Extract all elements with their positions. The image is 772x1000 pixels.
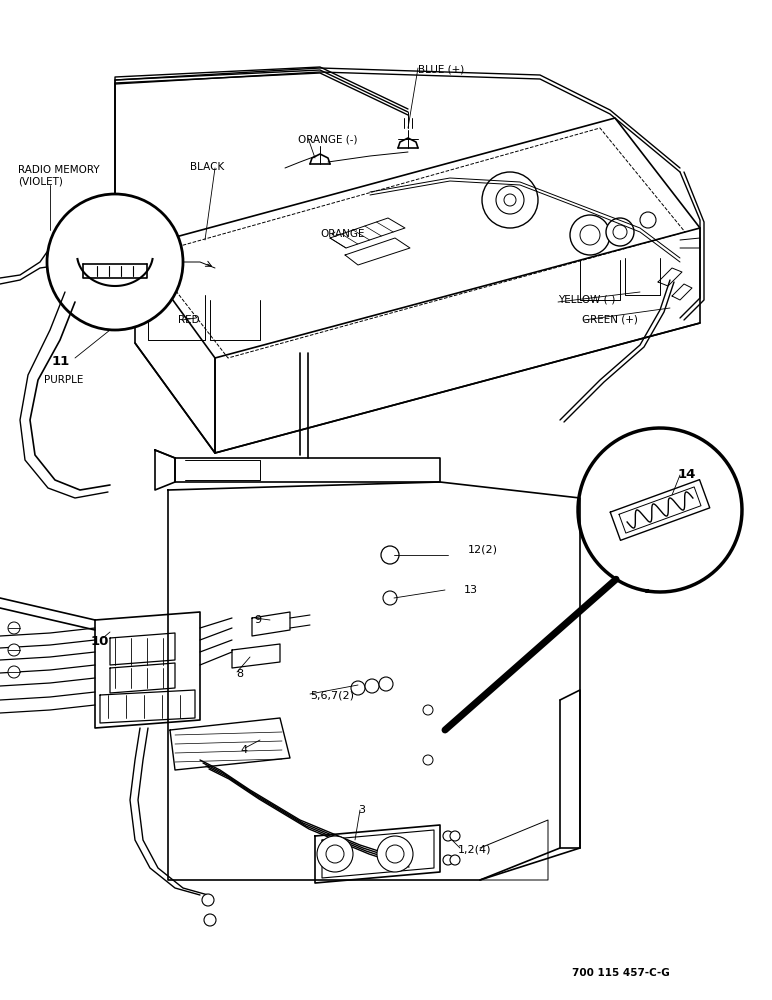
- Text: 13: 13: [464, 585, 478, 595]
- Text: RED: RED: [178, 315, 200, 325]
- Text: 1,2(4): 1,2(4): [458, 845, 492, 855]
- Circle shape: [326, 845, 344, 863]
- Circle shape: [570, 215, 610, 255]
- Text: 10: 10: [91, 635, 110, 648]
- Circle shape: [383, 591, 397, 605]
- Circle shape: [8, 622, 20, 634]
- Circle shape: [504, 194, 516, 206]
- Text: PURPLE: PURPLE: [44, 375, 83, 385]
- Circle shape: [8, 644, 20, 656]
- Text: GREEN (+): GREEN (+): [582, 315, 638, 325]
- Circle shape: [606, 218, 634, 246]
- Circle shape: [580, 225, 600, 245]
- Text: BLACK: BLACK: [190, 162, 224, 172]
- Circle shape: [613, 225, 627, 239]
- Circle shape: [640, 212, 656, 228]
- Circle shape: [381, 546, 399, 564]
- Circle shape: [377, 836, 413, 872]
- Circle shape: [386, 845, 404, 863]
- Text: 700 115 457-C-G: 700 115 457-C-G: [572, 968, 670, 978]
- Text: 5,6,7(2): 5,6,7(2): [310, 691, 354, 701]
- Text: 4: 4: [240, 745, 247, 755]
- Circle shape: [450, 855, 460, 865]
- Circle shape: [47, 194, 183, 330]
- Text: 14: 14: [678, 468, 696, 481]
- Text: 3: 3: [358, 805, 365, 815]
- Circle shape: [351, 681, 365, 695]
- Circle shape: [496, 186, 524, 214]
- Text: RADIO MEMORY
(VIOLET): RADIO MEMORY (VIOLET): [18, 165, 100, 187]
- Circle shape: [365, 679, 379, 693]
- Circle shape: [450, 831, 460, 841]
- Circle shape: [443, 855, 453, 865]
- Circle shape: [423, 705, 433, 715]
- Text: 12(2): 12(2): [468, 545, 498, 555]
- Circle shape: [204, 914, 216, 926]
- Text: 8: 8: [236, 669, 243, 679]
- Circle shape: [8, 666, 20, 678]
- Circle shape: [443, 831, 453, 841]
- Circle shape: [482, 172, 538, 228]
- Circle shape: [202, 894, 214, 906]
- Text: ORANGE: ORANGE: [320, 229, 364, 239]
- Circle shape: [423, 755, 433, 765]
- Text: YELLOW (-): YELLOW (-): [558, 295, 615, 305]
- Circle shape: [379, 677, 393, 691]
- Text: 9: 9: [254, 615, 261, 625]
- Text: BLUE (+): BLUE (+): [418, 65, 464, 75]
- Circle shape: [317, 836, 353, 872]
- Text: ORANGE (-): ORANGE (-): [298, 135, 357, 145]
- Text: 11: 11: [52, 355, 70, 368]
